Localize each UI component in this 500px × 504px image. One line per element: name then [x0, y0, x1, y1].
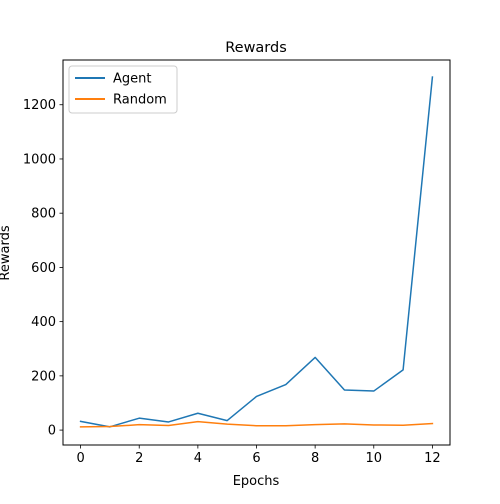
- y-axis-label: Rewards: [0, 225, 13, 280]
- x-tick-label: 0: [76, 451, 84, 466]
- plot-series: [79, 76, 434, 428]
- y-tick-label: 400: [31, 315, 56, 330]
- x-axis-label: Epochs: [233, 474, 280, 489]
- x-tick-label: 10: [365, 451, 382, 466]
- x-tick-label: 12: [424, 451, 441, 466]
- legend-label-random: Random: [113, 93, 167, 108]
- y-tick-label: 0: [48, 424, 56, 439]
- chart-title: Rewards: [225, 40, 287, 56]
- y-tick-label: 1000: [23, 152, 56, 167]
- legend-label-agent: Agent: [113, 72, 151, 87]
- x-tick-label: 4: [194, 451, 202, 466]
- x-axis-ticks: 0 2 4 6 8 10 12: [76, 445, 441, 466]
- y-tick-label: 200: [31, 369, 56, 384]
- x-tick-label: 8: [311, 451, 319, 466]
- series-line-agent: [79, 76, 434, 428]
- series-line-random: [79, 420, 434, 428]
- x-tick-label: 2: [135, 451, 143, 466]
- y-axis-ticks: 0 200 400 600 800 1000 1200: [23, 98, 63, 439]
- y-tick-label: 600: [31, 261, 56, 276]
- x-tick-label: 6: [252, 451, 260, 466]
- y-tick-label: 1200: [23, 98, 56, 113]
- legend: Agent Random: [68, 65, 178, 114]
- y-tick-label: 800: [31, 207, 56, 222]
